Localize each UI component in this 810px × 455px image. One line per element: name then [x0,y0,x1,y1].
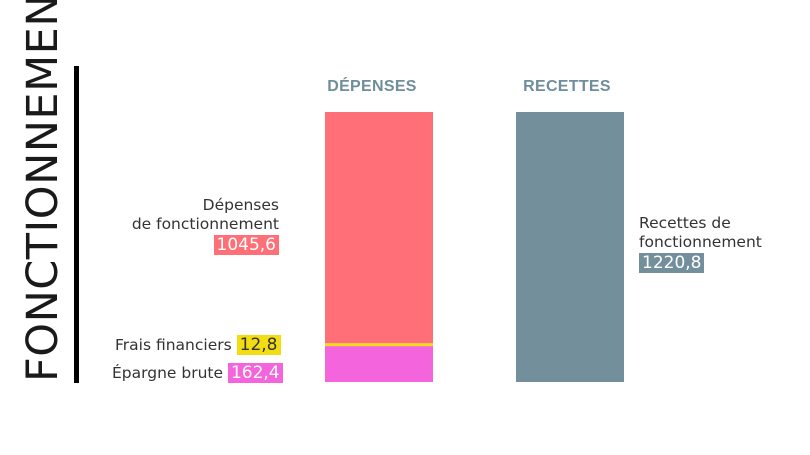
value-badge-recettes: 1220,8 [639,253,705,273]
label-frais-text: Frais financiers [115,336,232,354]
label-epargne-text: Épargne brute [112,364,224,382]
label-recettes-fonctionnement: Recettes de fonctionnement 1220,8 [639,214,762,273]
bar-segment--pargne-brute [325,346,433,382]
bar-segment-recettes-de-fonctionnement [516,112,624,382]
label-depenses-fonctionnement: Dépenses de fonctionnement 1045,6 [132,196,279,255]
bar-segment-frais-financiers [325,343,433,347]
label-depenses-line2: de fonctionnement [131,215,279,233]
value-badge-epargne: 162,4 [227,363,283,383]
section-divider [74,66,79,383]
label-frais-financiers: Frais financiers 12,8 [115,334,281,355]
column-header-depenses: DÉPENSES [327,78,417,95]
value-badge-depenses: 1045,6 [213,235,279,255]
label-depenses-line1: Dépenses [202,196,279,214]
label-recettes-line2: fonctionnement [639,233,762,251]
label-recettes-line1: Recettes de [639,214,731,232]
bar-segment-d-penses-de-fonctionnement [325,112,433,344]
column-header-recettes: RECETTES [523,78,611,95]
label-epargne-brute: Épargne brute 162,4 [112,362,283,383]
value-badge-frais: 12,8 [236,335,281,355]
